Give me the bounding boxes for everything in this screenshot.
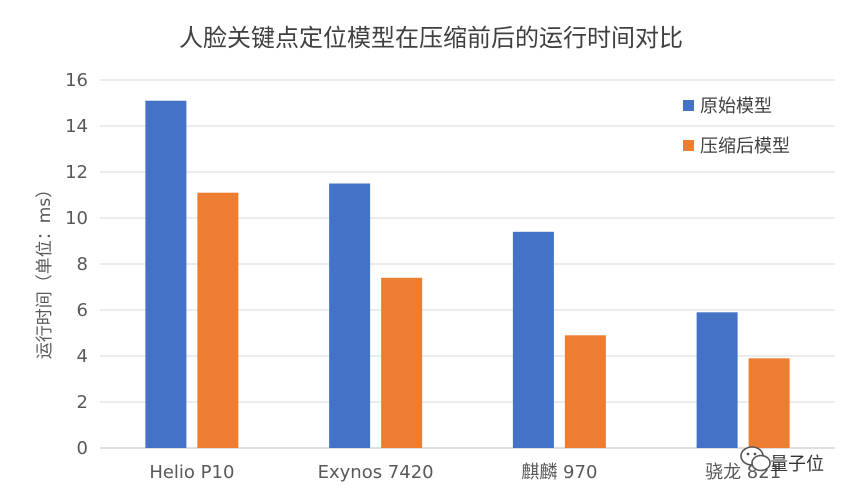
watermark-text: 量子位 — [770, 454, 824, 475]
y-tick-label: 8 — [77, 254, 88, 275]
y-tick-label: 12 — [65, 162, 88, 183]
x-category-label: 麒麟 970 — [521, 462, 597, 483]
y-tick-label: 14 — [65, 116, 88, 137]
chart-title: 人脸关键点定位模型在压缩前后的运行时间对比 — [179, 24, 683, 52]
y-tick-label: 0 — [77, 438, 88, 459]
bar — [381, 277, 423, 448]
legend-label: 压缩后模型 — [700, 136, 790, 157]
legend-swatch — [683, 140, 694, 151]
bar — [696, 312, 738, 448]
bars — [145, 100, 790, 448]
legend-label: 原始模型 — [700, 96, 772, 117]
y-axis-ticks: 0 2 4 6 8 10 12 14 16 — [65, 70, 88, 459]
bar — [329, 183, 371, 448]
y-tick-label: 2 — [77, 392, 88, 413]
wechat-icon — [740, 446, 771, 472]
y-tick-label: 6 — [77, 300, 88, 321]
y-tick-label: 10 — [65, 208, 88, 229]
bar — [512, 231, 554, 448]
bar — [748, 358, 790, 448]
y-tick-label: 16 — [65, 70, 88, 91]
x-category-label: Helio P10 — [149, 462, 234, 483]
legend-swatch — [683, 100, 694, 111]
y-axis-label: 运行时间（单位：ms） — [35, 181, 55, 359]
x-axis-categories: Helio P10 Exynos 7420 麒麟 970 骁龙 821 — [149, 462, 781, 483]
watermark: 量子位 — [740, 446, 824, 475]
bar — [564, 335, 606, 448]
x-category-label: Exynos 7420 — [318, 462, 434, 483]
bar — [197, 192, 239, 448]
y-tick-label: 4 — [77, 346, 88, 367]
bar — [145, 100, 187, 448]
